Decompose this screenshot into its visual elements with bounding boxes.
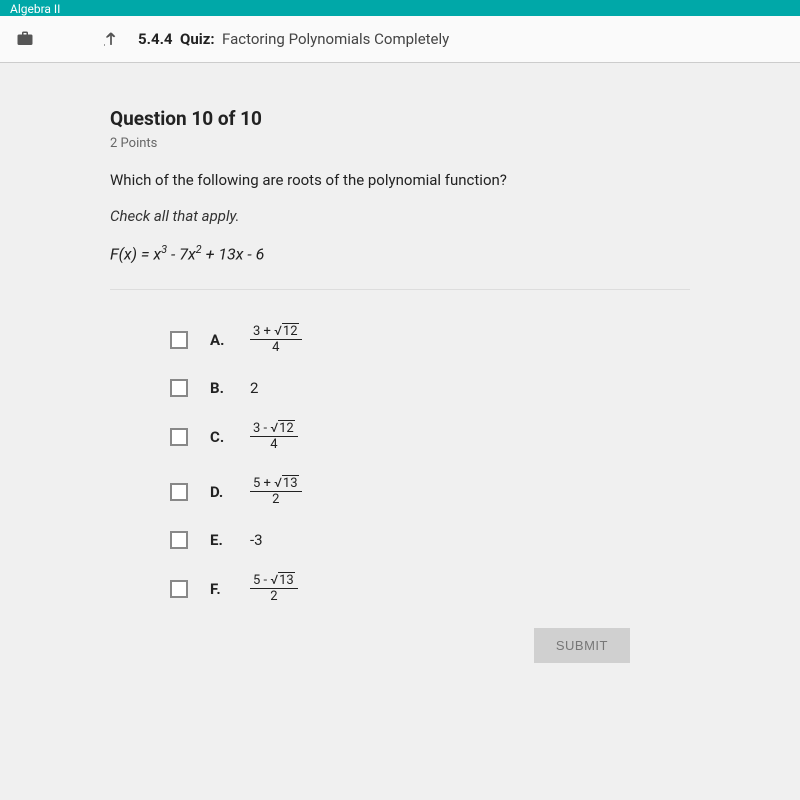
course-name: Algebra II: [10, 2, 60, 16]
option-d: D. 5 + 13 2: [170, 476, 690, 507]
option-value: 5 - 13 2: [250, 573, 298, 604]
quiz-header: 5.4.4 Quiz: Factoring Polynomials Comple…: [0, 16, 800, 63]
option-letter: A.: [210, 331, 228, 349]
option-a: A. 3 + 12 4: [170, 324, 690, 355]
option-letter: B.: [210, 379, 228, 397]
section-number: 5.4.4: [138, 30, 173, 48]
checkbox-e[interactable]: [170, 531, 188, 549]
question-points: 2 Points: [110, 136, 690, 151]
briefcase-icon: [16, 30, 34, 48]
top-course-bar: Algebra II: [0, 0, 800, 16]
question-number: Question 10 of 10: [110, 107, 690, 130]
option-value: 3 - 12 4: [250, 421, 298, 452]
checkbox-c[interactable]: [170, 428, 188, 446]
option-letter: F.: [210, 580, 228, 598]
option-value: 5 + 13 2: [250, 476, 302, 507]
options-list: A. 3 + 12 4 B. 2 C. 3 - 12 4: [110, 324, 690, 604]
option-letter: E.: [210, 531, 228, 549]
checkbox-a[interactable]: [170, 331, 188, 349]
question-text: Which of the following are roots of the …: [110, 171, 690, 189]
submit-button[interactable]: SUBMIT: [534, 628, 630, 663]
equation: F(x) = x3 - 7x2 + 13x - 6: [110, 243, 690, 263]
option-value: 2: [250, 379, 258, 397]
checkbox-f[interactable]: [170, 580, 188, 598]
question-instruction: Check all that apply.: [110, 207, 690, 225]
quiz-topic: Factoring Polynomials Completely: [222, 30, 449, 48]
quiz-title: 5.4.4 Quiz: Factoring Polynomials Comple…: [138, 30, 449, 48]
option-value: 3 + 12 4: [250, 324, 302, 355]
option-f: F. 5 - 13 2: [170, 573, 690, 604]
back-arrow-icon[interactable]: [102, 30, 120, 48]
option-c: C. 3 - 12 4: [170, 421, 690, 452]
option-letter: C.: [210, 428, 228, 446]
option-letter: D.: [210, 483, 228, 501]
checkbox-d[interactable]: [170, 483, 188, 501]
checkbox-b[interactable]: [170, 379, 188, 397]
submit-row: SUBMIT: [110, 628, 690, 663]
divider: [110, 289, 690, 290]
quiz-label: Quiz:: [180, 30, 215, 48]
option-b: B. 2: [170, 379, 690, 397]
option-e: E. -3: [170, 531, 690, 549]
question-content: Question 10 of 10 2 Points Which of the …: [0, 63, 800, 683]
option-value: -3: [250, 531, 263, 549]
